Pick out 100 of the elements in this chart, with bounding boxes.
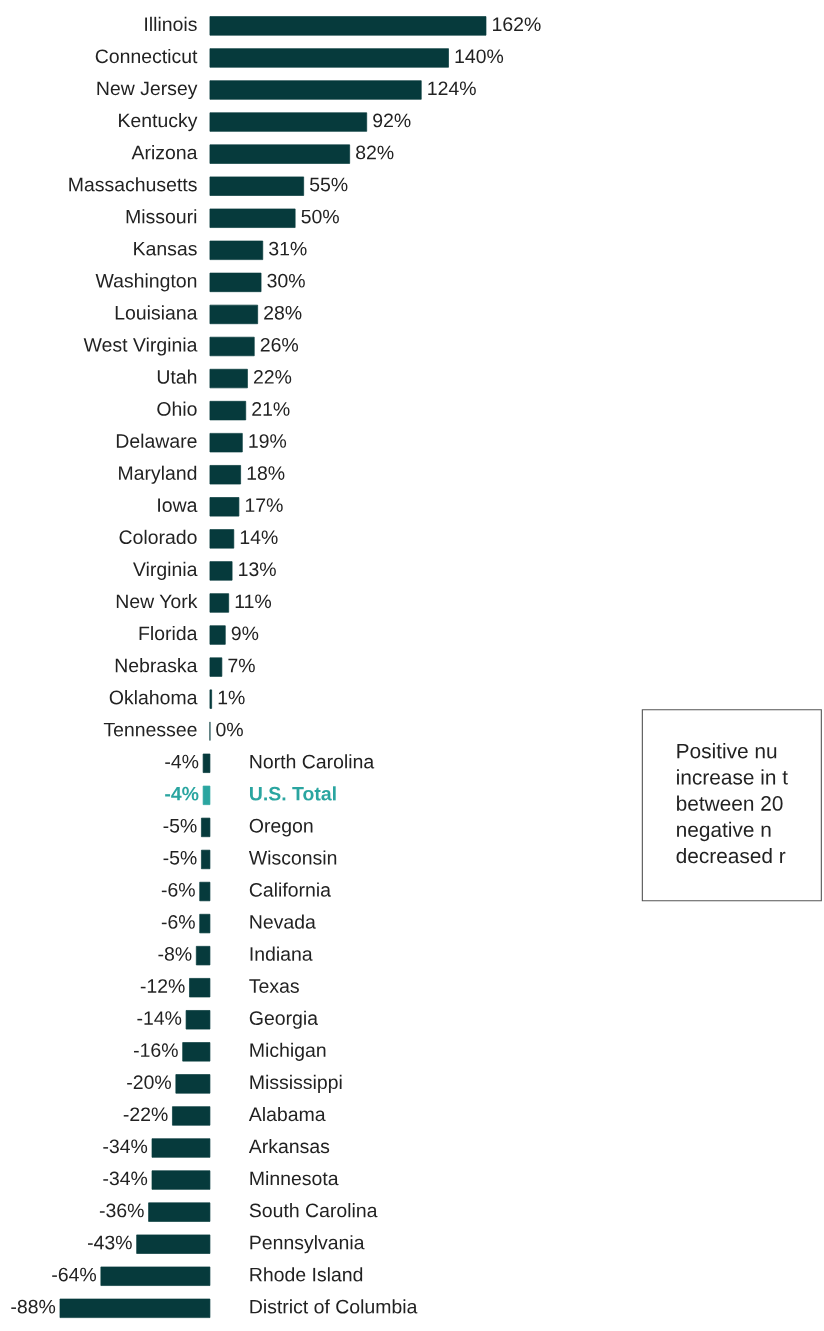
bar <box>136 1234 211 1254</box>
y-tick-label: Missouri <box>126 209 197 224</box>
bar <box>201 849 211 870</box>
data-label: -34% <box>103 1171 148 1186</box>
bar <box>209 240 264 260</box>
bar <box>209 208 296 228</box>
y-tick-label: Indiana <box>250 946 313 961</box>
y-tick-label: Maryland <box>119 465 197 484</box>
data-label: 22% <box>253 370 292 384</box>
data-label: 14% <box>240 530 278 544</box>
y-tick-label: Pennsylvania <box>250 1235 365 1254</box>
data-label: 55% <box>309 177 348 192</box>
data-label: 17% <box>245 498 283 512</box>
y-tick-label: U.S. Total <box>249 786 336 801</box>
bar <box>209 336 255 357</box>
y-tick-label: Wisconsin <box>248 850 337 865</box>
data-label: -6% <box>161 882 195 897</box>
data-label: -5% <box>163 818 197 833</box>
data-label: 82% <box>356 145 394 160</box>
data-label: 92% <box>373 113 411 128</box>
data-label: -22% <box>123 1107 168 1122</box>
bar <box>209 593 230 613</box>
data-label: 13% <box>239 562 276 577</box>
bar <box>209 433 243 453</box>
y-tick-label: California <box>249 882 331 897</box>
y-tick-label: Louisiana <box>115 305 198 320</box>
data-label: -64% <box>52 1267 97 1282</box>
y-tick-label: Mississippi <box>250 1074 342 1093</box>
data-label: -14% <box>137 1011 182 1025</box>
data-label: -36% <box>99 1203 144 1218</box>
bar <box>148 1202 211 1222</box>
y-tick-label: Delaware <box>116 433 197 448</box>
bar <box>209 400 247 421</box>
data-label: 21% <box>252 402 290 416</box>
data-label: 11% <box>235 594 272 609</box>
y-tick-label: Connecticut <box>95 48 198 64</box>
bar <box>172 1106 211 1126</box>
y-tick-label: Georgia <box>249 1010 318 1029</box>
bar <box>151 1138 211 1158</box>
bar <box>209 176 305 196</box>
bar <box>209 112 368 132</box>
bar <box>209 144 351 164</box>
y-tick-label: New Jersey <box>97 81 198 100</box>
y-tick-label: Kansas <box>134 241 197 256</box>
data-label: -34% <box>103 1139 148 1154</box>
data-label: 1% <box>218 690 245 705</box>
data-label: 162% <box>493 17 541 32</box>
y-tick-label: Oregon <box>249 818 313 837</box>
y-tick-label: Nebraska <box>115 658 198 673</box>
y-tick-label: South Carolina <box>249 1203 378 1218</box>
bar <box>209 561 233 581</box>
bar <box>209 16 487 36</box>
data-label: 0% <box>216 722 243 737</box>
bar <box>59 1298 211 1318</box>
bar <box>202 753 211 773</box>
data-label: 28% <box>264 305 302 320</box>
y-tick-label: Utah <box>157 369 197 384</box>
bar <box>202 785 211 805</box>
y-tick-label: Illinois <box>145 16 197 32</box>
y-tick-label: Ohio <box>157 401 197 416</box>
y-tick-label: Alabama <box>248 1106 326 1122</box>
data-label: -5% <box>163 851 197 865</box>
data-label: -12% <box>140 979 185 993</box>
y-tick-label: Texas <box>249 979 299 993</box>
data-label: -8% <box>158 947 192 961</box>
y-tick-label: Rhode Island <box>250 1267 363 1282</box>
y-tick-label: New York <box>116 593 198 609</box>
data-label: 19% <box>249 434 287 448</box>
y-tick-label: Oklahoma <box>109 690 198 705</box>
data-label: 26% <box>260 337 299 352</box>
bar <box>100 1266 211 1286</box>
bar <box>209 529 235 549</box>
data-label: 31% <box>269 241 307 256</box>
y-tick-label: Arizona <box>131 145 198 160</box>
y-tick-label: Tennessee <box>103 722 197 737</box>
bar <box>151 1170 211 1190</box>
bar <box>199 881 211 902</box>
bar <box>209 657 223 677</box>
bar <box>185 1010 211 1030</box>
bar <box>209 272 262 293</box>
data-label: -43% <box>87 1235 132 1250</box>
bar <box>209 625 226 645</box>
bar <box>209 48 449 68</box>
bar <box>195 946 211 966</box>
y-tick-label: Kentucky <box>119 113 198 132</box>
data-label: 18% <box>247 466 285 480</box>
bar <box>182 1042 211 1062</box>
bar <box>209 465 241 485</box>
y-tick-label: West Virginia <box>83 337 198 356</box>
data-label: 50% <box>301 209 339 224</box>
y-tick-label: Washington <box>95 273 197 292</box>
bar <box>209 304 258 325</box>
data-label: -20% <box>127 1075 171 1090</box>
data-label: -16% <box>133 1043 178 1058</box>
data-label: 140% <box>455 49 504 64</box>
bar <box>209 497 240 517</box>
data-label: -88% <box>11 1299 56 1314</box>
data-label: 7% <box>228 658 255 673</box>
bar <box>189 978 211 998</box>
y-tick-label: Iowa <box>158 498 198 513</box>
